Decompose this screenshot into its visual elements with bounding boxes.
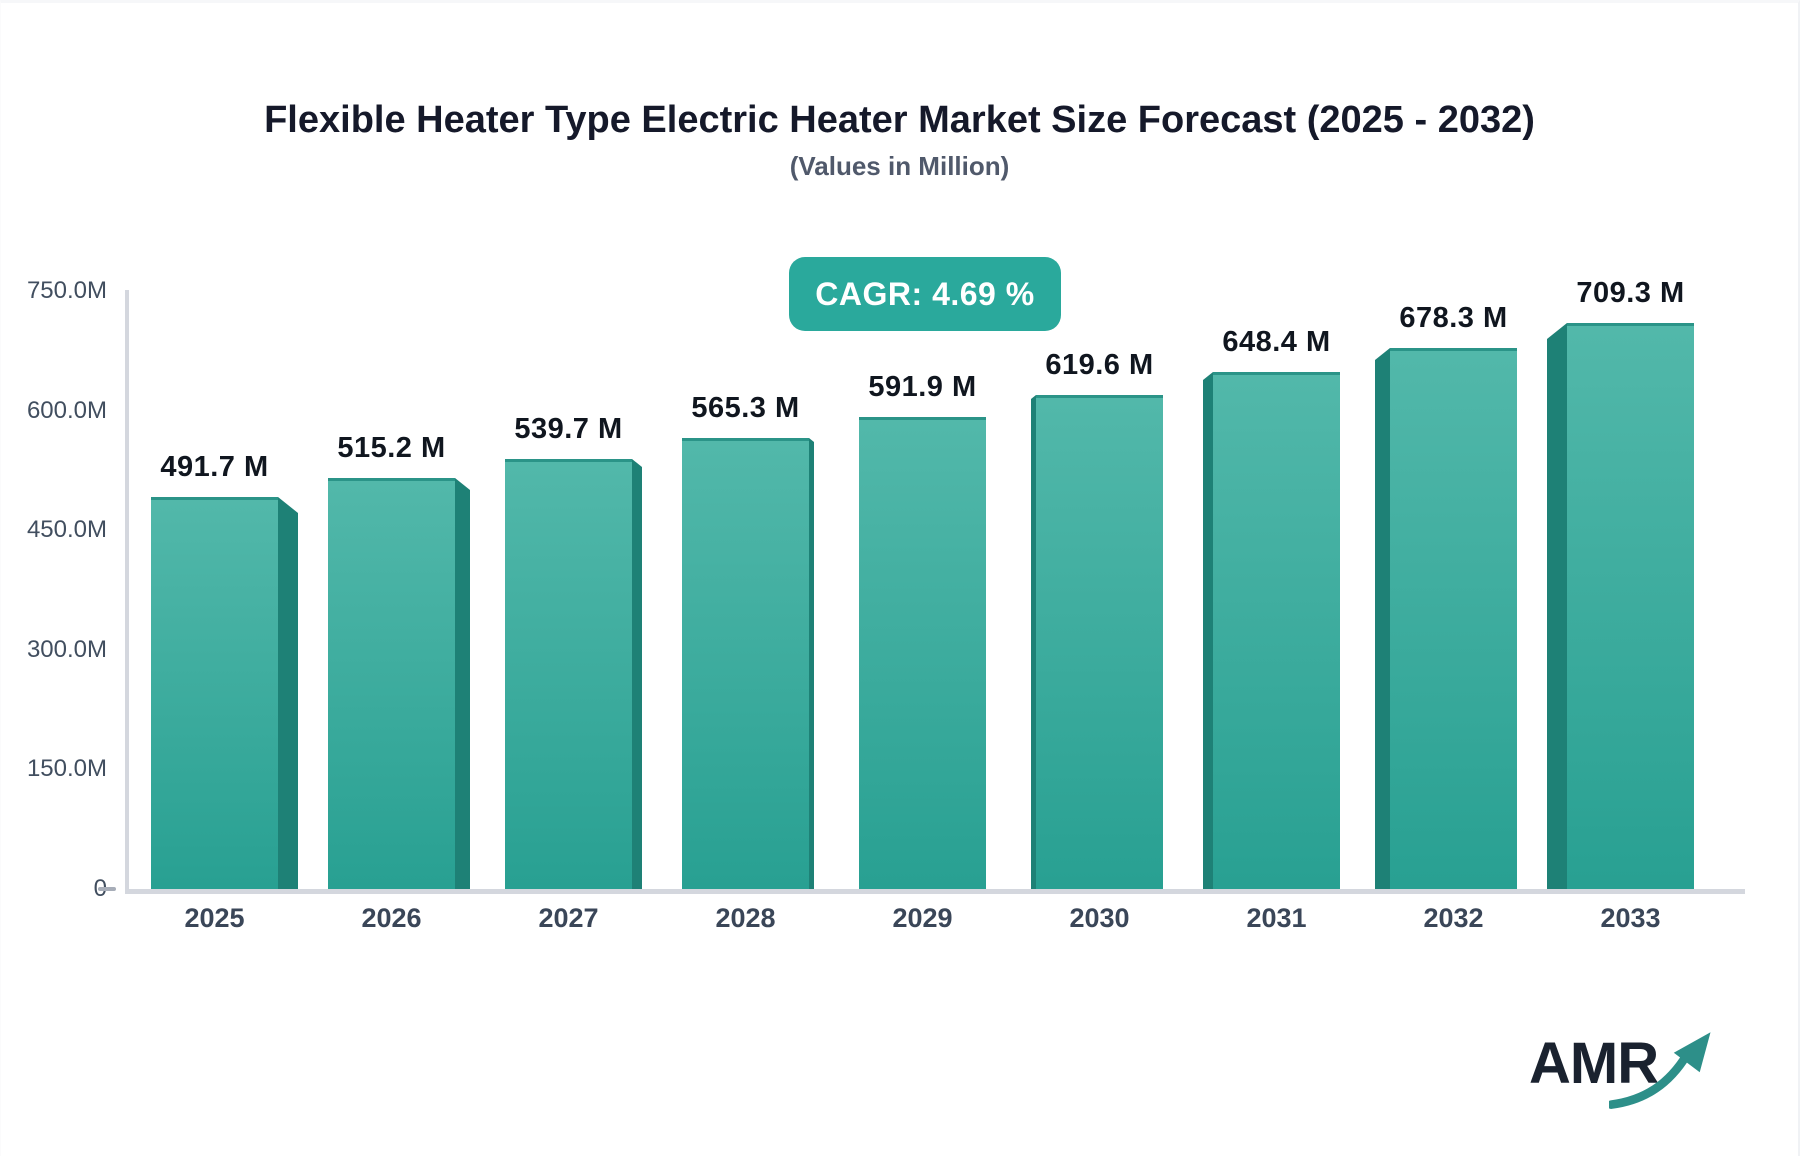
- bar-value-label: 515.2 M: [337, 432, 446, 464]
- bar-2032-side-face[interactable]: [1375, 348, 1390, 889]
- bar-value-label: 648.4 M: [1222, 326, 1331, 358]
- bar-value-label: 491.7 M: [160, 451, 269, 483]
- y-axis-tick-label: 750.0M: [26, 277, 107, 304]
- bar-value-label: 565.3 M: [691, 392, 800, 424]
- bar-2027-side-face[interactable]: [632, 459, 642, 889]
- bar-value-label: 619.6 M: [1045, 349, 1154, 381]
- bar-value-label: 539.7 M: [514, 413, 623, 445]
- x-axis-label-2026: 2026: [361, 903, 422, 933]
- bar-value-label: 591.9 M: [868, 371, 977, 403]
- bar-2028-side-face[interactable]: [809, 438, 814, 889]
- plot-area: 750.0M 600.0M 450.0M 300.0M 150.0M 0 491.7 M 2…: [1, 3, 1798, 1156]
- amr-logo-text: AMR: [1529, 1031, 1659, 1096]
- x-axis-label-2027: 2027: [538, 903, 599, 933]
- bar-2026[interactable]: [328, 478, 455, 889]
- x-axis-label-2032: 2032: [1423, 903, 1484, 933]
- y-axis-line: [125, 290, 129, 889]
- bar-value-label: 709.3 M: [1576, 277, 1685, 309]
- y-axis-tick-label: 300.0M: [26, 635, 107, 663]
- y-axis-zero-tick: [98, 887, 116, 891]
- bar-2032[interactable]: [1390, 348, 1517, 889]
- bar-2025[interactable]: [151, 497, 278, 889]
- x-axis-line: [125, 889, 1745, 894]
- chart-subtitle: (Values in Million): [789, 151, 1010, 181]
- y-axis-tick-label: 150.0M: [26, 755, 107, 783]
- amr-logo: AMR: [1529, 1031, 1719, 1113]
- trend-up-arrow-icon: [1609, 1032, 1711, 1109]
- x-axis-label-2025: 2025: [184, 903, 245, 933]
- cagr-badge: CAGR: 4.69 %: [789, 257, 1061, 331]
- x-axis-label-2029: 2029: [892, 903, 953, 933]
- bar-2033[interactable]: [1567, 323, 1694, 889]
- bar-2025-side-face[interactable]: [278, 497, 298, 889]
- bar-2026-side-face[interactable]: [455, 478, 470, 889]
- y-axis-tick-label: 0: [7, 875, 107, 903]
- x-axis-label-2031: 2031: [1246, 903, 1307, 933]
- y-axis-tick-label: 600.0M: [26, 396, 107, 424]
- bar-2030-side-face[interactable]: [1031, 395, 1036, 889]
- y-axis-tick-label: 450.0M: [26, 516, 107, 544]
- x-axis-label-2028: 2028: [715, 903, 776, 933]
- bar-2031[interactable]: [1213, 372, 1340, 889]
- bar-2028[interactable]: [682, 438, 809, 889]
- bar-2027[interactable]: [505, 459, 632, 889]
- x-axis-label-2033: 2033: [1600, 903, 1661, 933]
- chart-title: Flexible Heater Type Electric Heater Mar…: [264, 99, 1535, 141]
- bar-2031-side-face[interactable]: [1203, 372, 1213, 889]
- bar-value-label: 678.3 M: [1399, 302, 1508, 334]
- cagr-badge-label: CAGR: 4.69 %: [815, 275, 1035, 312]
- bar-2030[interactable]: [1036, 395, 1163, 889]
- bar-2029[interactable]: [859, 417, 986, 889]
- bar-2033-side-face[interactable]: [1547, 323, 1567, 889]
- x-axis-label-2030: 2030: [1069, 903, 1130, 933]
